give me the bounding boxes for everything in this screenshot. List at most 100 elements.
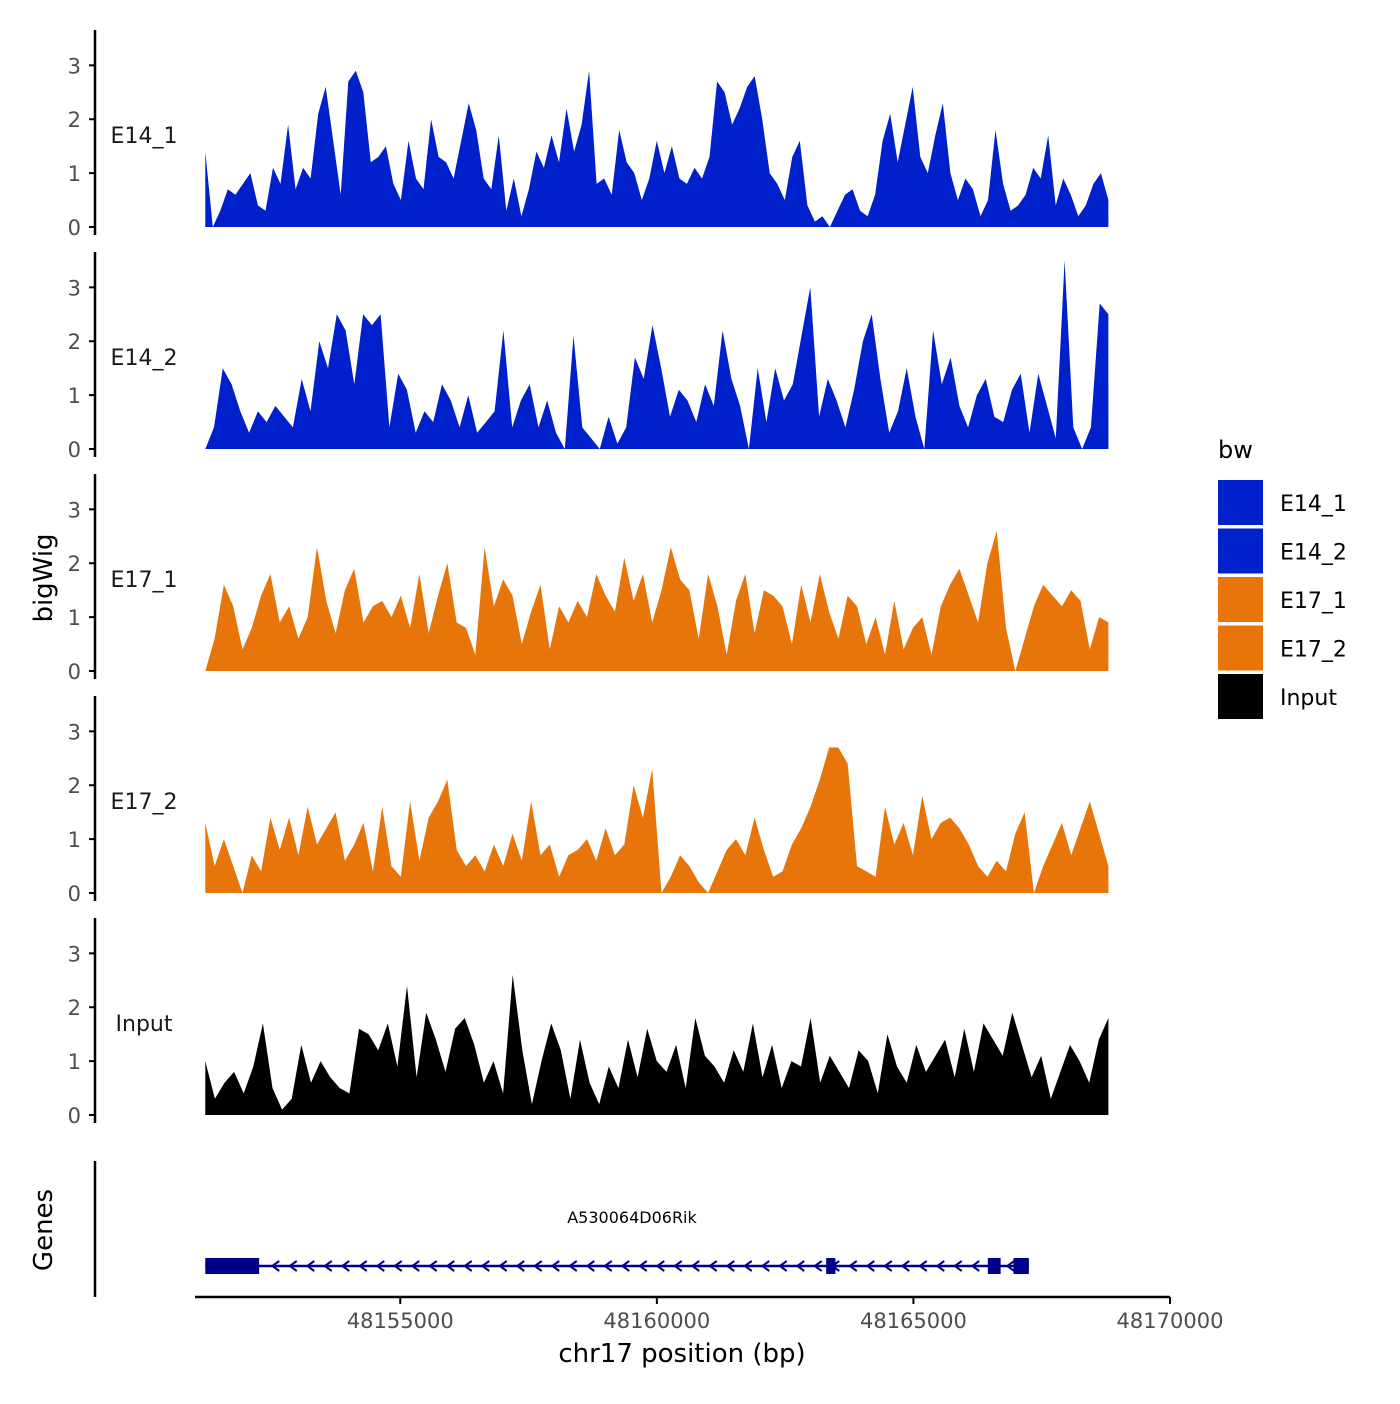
y-tick-label: 2 (68, 552, 81, 576)
track-E14_1: 0 1 2 3 E14_1 (68, 30, 1109, 240)
y-tick-label: 2 (68, 996, 81, 1020)
strand-arrow (323, 1260, 333, 1272)
strand-arrow (813, 1260, 823, 1272)
strand-arrow (760, 1260, 770, 1272)
y-tick-label: 0 (68, 438, 81, 462)
y-tick-label: 3 (68, 720, 81, 744)
track-label: E17_1 (111, 568, 178, 593)
strand-arrow (865, 1260, 875, 1272)
signal-area-E17_1 (205, 530, 1109, 671)
y-axis-title: bigWig (29, 533, 59, 622)
legend-label-Input: Input (1280, 686, 1337, 711)
strand-arrow (603, 1260, 613, 1272)
track-E14_2: 0 1 2 3 E14_2 (68, 252, 1109, 462)
signal-area-Input (205, 974, 1109, 1115)
y-tick-label: 3 (68, 942, 81, 966)
strand-arrow (848, 1260, 858, 1272)
strand-arrow (953, 1260, 963, 1272)
strand-arrow (340, 1260, 350, 1272)
legend-key-E14_2 (1218, 528, 1263, 574)
strand-arrow (778, 1260, 788, 1272)
gene-panel: A530064D06Rik (93, 1161, 1029, 1297)
signal-area-E14_2 (205, 260, 1109, 449)
strand-arrow (795, 1260, 805, 1272)
genes-panel-title: Genes (29, 1189, 59, 1271)
strand-arrow (568, 1260, 578, 1272)
track-E17_1: 0 1 2 3 E17_1 (68, 474, 1109, 684)
strand-arrow (375, 1260, 385, 1272)
x-axis: 48155000 48160000 48165000 48170000 (195, 1295, 1224, 1333)
y-tick-label: 1 (68, 828, 81, 852)
strand-arrow (655, 1260, 665, 1272)
legend-key-E17_2 (1218, 625, 1263, 671)
strand-arrow (708, 1260, 718, 1272)
strand-arrow (638, 1260, 648, 1272)
y-tick-label: 1 (68, 1050, 81, 1074)
legend-label-E17_1: E17_1 (1280, 589, 1347, 614)
legend-label-E17_2: E17_2 (1280, 638, 1347, 663)
track-E17_2: 0 1 2 3 E17_2 (68, 696, 1109, 906)
strand-arrow (743, 1260, 753, 1272)
signal-tracks: 0 1 2 3 E14_1 0 1 2 3 E14_2 0 1 2 3 E17_1 0 1 2 3 E17_2 0 1 2 3… (68, 30, 1109, 1128)
track-label: E17_2 (111, 790, 178, 815)
strand-arrow (498, 1260, 508, 1272)
legend-key-E14_1 (1218, 480, 1263, 525)
legend-key-Input (1218, 674, 1263, 719)
track-label: Input (116, 1012, 173, 1037)
y-tick-label: 0 (68, 882, 81, 906)
x-tick-label: 48155000 (347, 1309, 454, 1333)
gene-exon (1013, 1258, 1029, 1274)
strand-arrow (533, 1260, 543, 1272)
y-tick-label: 1 (68, 162, 81, 186)
strand-arrow (410, 1260, 420, 1272)
strand-arrow (1005, 1260, 1015, 1272)
strand-arrow (550, 1260, 560, 1272)
legend-key-E17_1 (1218, 577, 1263, 622)
track-label: E14_1 (111, 124, 178, 149)
strand-arrow (358, 1260, 368, 1272)
strand-arrow (428, 1260, 438, 1272)
strand-arrow (585, 1260, 595, 1272)
strand-arrow (725, 1260, 735, 1272)
x-axis-title: chr17 position (bp) (558, 1339, 805, 1369)
strand-arrow (515, 1260, 525, 1272)
signal-area-E14_1 (205, 70, 1109, 227)
y-tick-label: 3 (68, 54, 81, 78)
strand-arrow (480, 1260, 490, 1272)
y-tick-label: 1 (68, 384, 81, 408)
y-tick-label: 2 (68, 108, 81, 132)
track-Input: 0 1 2 3 Input (68, 918, 1109, 1128)
strand-arrow (288, 1260, 298, 1272)
legend-label-E14_2: E14_2 (1280, 541, 1347, 566)
y-tick-label: 0 (68, 1104, 81, 1128)
strand-arrow (270, 1260, 280, 1272)
legend-label-E14_1: E14_1 (1280, 492, 1347, 517)
strand-arrow (935, 1260, 945, 1272)
y-tick-label: 1 (68, 606, 81, 630)
y-tick-label: 2 (68, 774, 81, 798)
strand-arrow (883, 1260, 893, 1272)
strand-arrow (445, 1260, 455, 1272)
legend: bw E14_1 E14_2 E17_1 E17_2 Input (1218, 436, 1347, 719)
y-tick-label: 3 (68, 498, 81, 522)
strand-arrow (970, 1260, 980, 1272)
gene-name-label: A530064D06Rik (567, 1208, 697, 1227)
strand-arrow (900, 1260, 910, 1272)
strand-arrow (918, 1260, 928, 1272)
x-tick-label: 48170000 (1117, 1309, 1224, 1333)
strand-arrow (690, 1260, 700, 1272)
y-tick-label: 3 (68, 276, 81, 300)
legend-title: bw (1218, 436, 1253, 464)
y-tick-label: 0 (68, 216, 81, 240)
x-tick-label: 48165000 (860, 1309, 967, 1333)
signal-area-E17_2 (205, 747, 1109, 893)
gene-exon (205, 1258, 260, 1274)
gene-exon (826, 1258, 836, 1274)
y-tick-label: 2 (68, 330, 81, 354)
strand-arrow (673, 1260, 683, 1272)
x-tick-label: 48160000 (603, 1309, 710, 1333)
strand-arrow (393, 1260, 403, 1272)
track-label: E14_2 (111, 346, 178, 371)
